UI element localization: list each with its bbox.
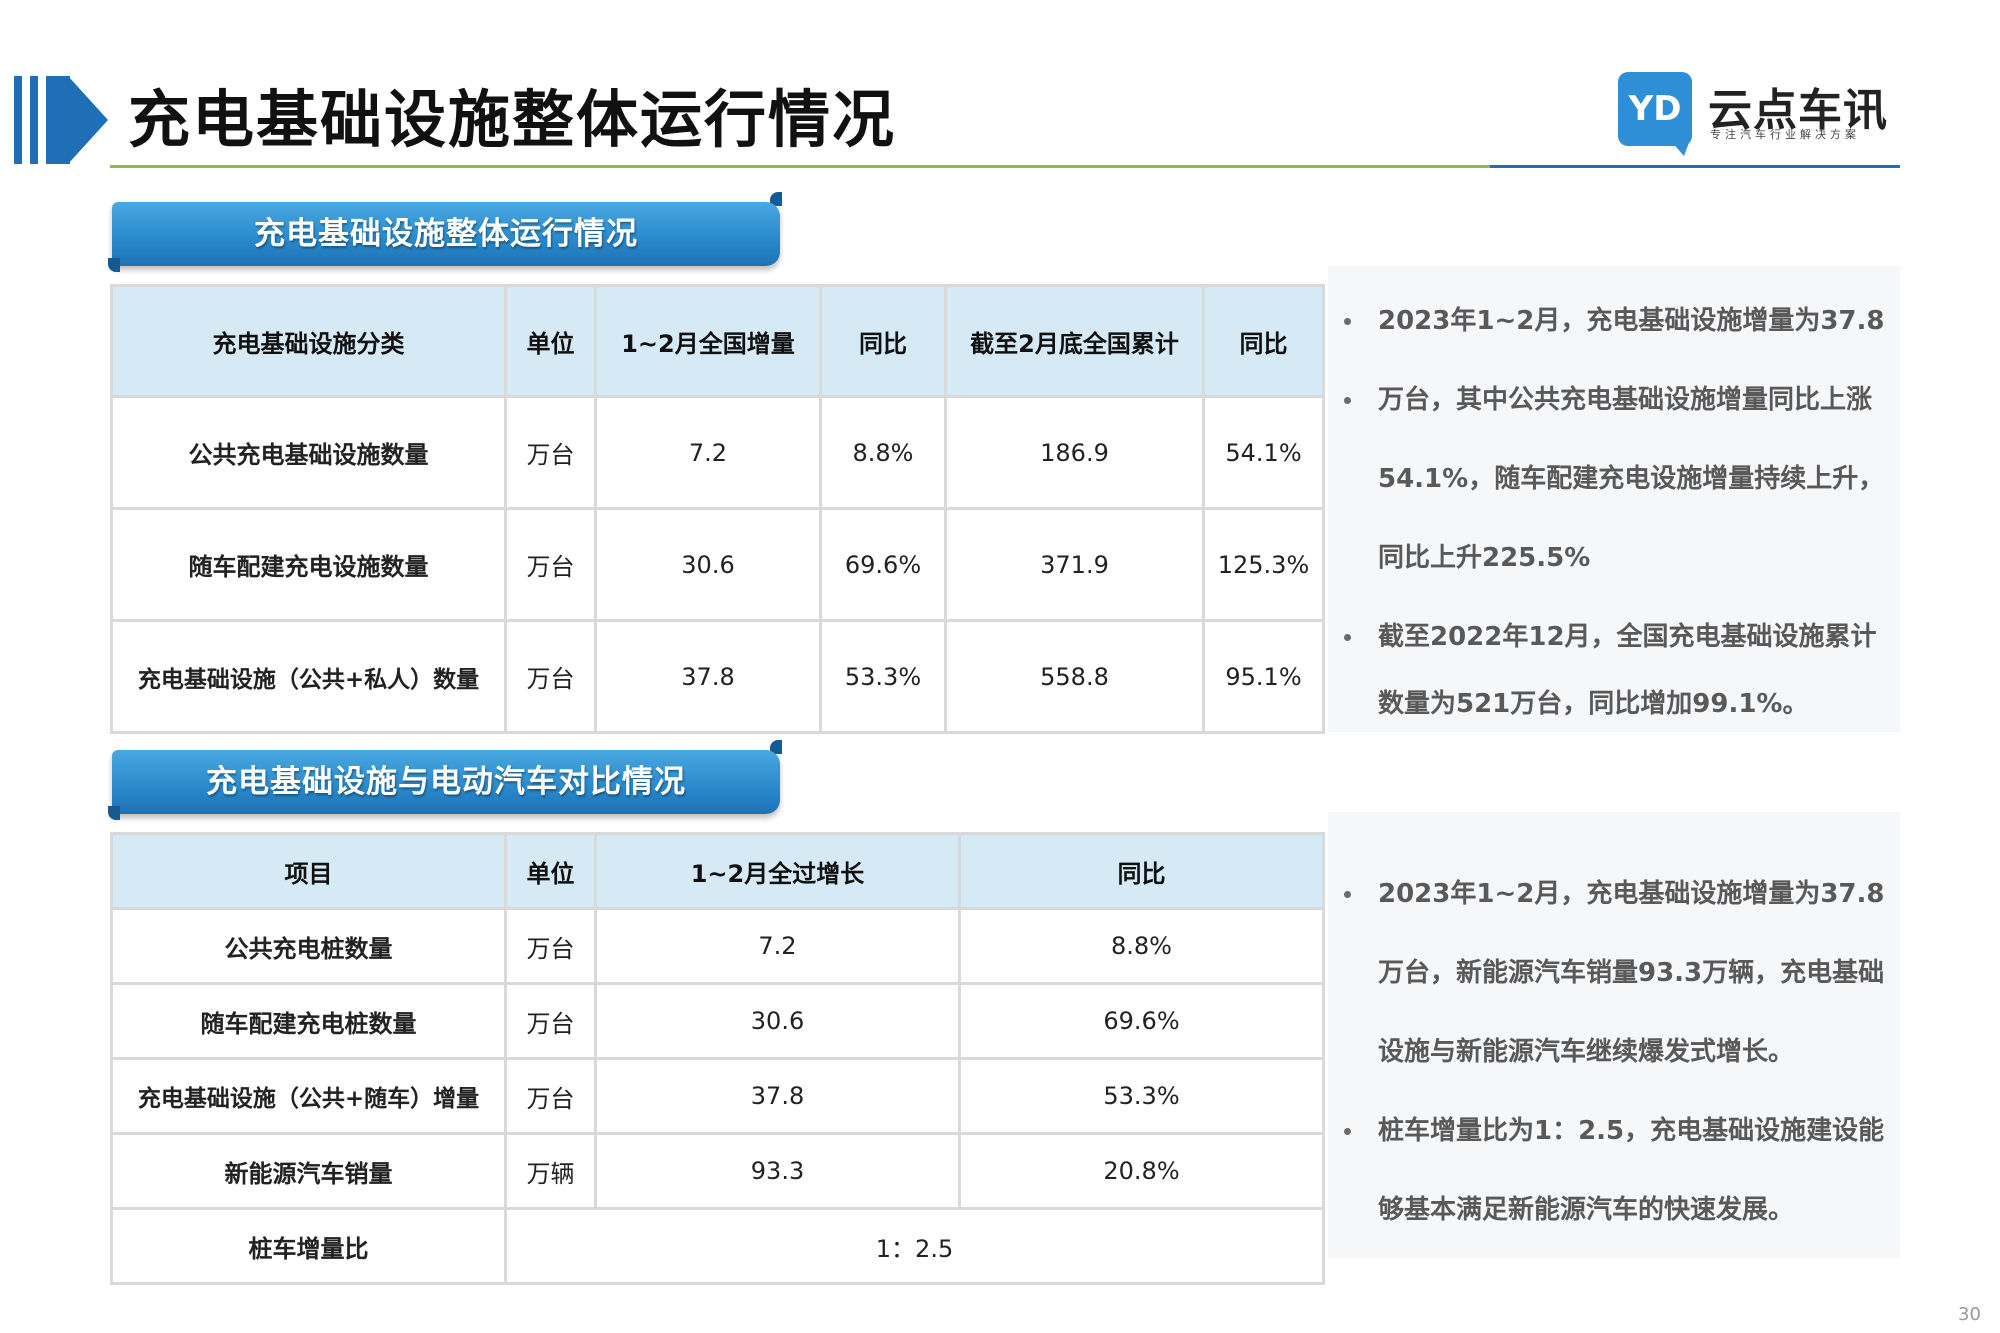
note-line: 设施与新能源汽车继续爆发式增长。 xyxy=(1378,1037,1795,1067)
table-cell: 95.1% xyxy=(1202,619,1325,734)
table-cell: 186.9 xyxy=(944,395,1205,510)
column-header: 截至2月底全国累计 xyxy=(944,284,1205,398)
note-line: 2023年1~2月，充电基础设施增量为37.8 xyxy=(1378,306,1885,336)
table-cell: 公共充电桩数量 xyxy=(110,907,507,985)
table-cell: 54.1% xyxy=(1202,395,1325,510)
table-cell: 20.8% xyxy=(958,1132,1325,1210)
table-cell: 万台 xyxy=(504,395,597,510)
note-line: 万台，其中公共充电基础设施增量同比上涨 xyxy=(1378,385,1873,415)
table-cell: 万台 xyxy=(504,1057,597,1135)
logo-icon: YD xyxy=(1618,72,1692,146)
header-bar-1 xyxy=(14,76,22,164)
table-cell: 随车配建充电设施数量 xyxy=(110,507,507,622)
table-cell: 公共充电基础设施数量 xyxy=(110,395,507,510)
table-cell: 万台 xyxy=(504,507,597,622)
table-cell: 93.3 xyxy=(594,1132,961,1210)
bullet-dot xyxy=(1344,891,1351,898)
note-line: 2023年1~2月，充电基础设施增量为37.8 xyxy=(1378,879,1885,909)
header-arrow-body xyxy=(46,76,70,164)
note-line: 万台，新能源汽车销量93.3万辆，充电基础 xyxy=(1378,958,1885,988)
ribbon-curl xyxy=(770,740,782,754)
ribbon-curl xyxy=(770,192,782,206)
infrastructure-table: 充电基础设施分类 单位 1~2月全国增量 同比 截至2月底全国累计 同比 公共充… xyxy=(110,284,1325,734)
table-cell: 125.3% xyxy=(1202,507,1325,622)
table-cell: 万台 xyxy=(504,907,597,985)
table-row: 随车配建充电桩数量 万台 30.6 69.6% xyxy=(110,982,1325,1060)
bullet-dot xyxy=(1344,634,1351,641)
table-cell: 37.8 xyxy=(594,619,822,734)
table-header-row: 项目 单位 1~2月全过增长 同比 xyxy=(110,832,1325,910)
table-cell: 1：2.5 xyxy=(504,1207,1325,1285)
page-number: 30 xyxy=(1958,1304,1981,1325)
column-header: 1~2月全国增量 xyxy=(594,284,822,398)
table-cell: 30.6 xyxy=(594,507,822,622)
logo-tail xyxy=(1670,140,1690,156)
table-cell: 558.8 xyxy=(944,619,1205,734)
table-cell: 7.2 xyxy=(594,395,822,510)
bullet-dot xyxy=(1344,397,1351,404)
table-cell: 随车配建充电桩数量 xyxy=(110,982,507,1060)
table-cell: 万台 xyxy=(504,982,597,1060)
logo-slogan: 专注汽车行业解决方案 xyxy=(1710,128,1860,141)
note-line: 截至2022年12月，全国充电基础设施累计 xyxy=(1378,622,1877,652)
header-bar-2 xyxy=(30,76,38,164)
ribbon-curl xyxy=(108,806,120,820)
logo-name: 云点车讯 xyxy=(1708,85,1888,136)
note-line: 同比上升225.5% xyxy=(1378,543,1591,573)
table-cell: 新能源汽车销量 xyxy=(110,1132,507,1210)
column-header: 充电基础设施分类 xyxy=(110,284,507,398)
table-row: 公共充电桩数量 万台 7.2 8.8% xyxy=(110,907,1325,985)
table-cell: 充电基础设施（公共+随车）增量 xyxy=(110,1057,507,1135)
section2-ribbon: 充电基础设施与电动汽车对比情况 xyxy=(112,750,780,814)
bullet-dot xyxy=(1344,318,1351,325)
table-cell: 69.6% xyxy=(819,507,947,622)
table-cell: 30.6 xyxy=(594,982,961,1060)
bullet-dot xyxy=(1344,1128,1351,1135)
table-cell: 69.6% xyxy=(958,982,1325,1060)
header-divider-accent xyxy=(1490,165,1900,168)
section1-notes-panel xyxy=(1328,266,1900,732)
comparison-table: 项目 单位 1~2月全过增长 同比 公共充电桩数量 万台 7.2 8.8% 随车… xyxy=(110,832,1325,1285)
section2-notes-panel xyxy=(1328,812,1900,1258)
header-arrow-icon xyxy=(68,76,108,164)
note-line: 54.1%，随车配建充电设施增量持续上升， xyxy=(1378,464,1885,494)
table-cell: 53.3% xyxy=(819,619,947,734)
table-row: 桩车增量比 1：2.5 xyxy=(110,1207,1325,1285)
note-line: 桩车增量比为1：2.5，充电基础设施建设能 xyxy=(1378,1116,1885,1146)
column-header: 单位 xyxy=(504,832,597,910)
column-header: 单位 xyxy=(504,284,597,398)
table-row: 新能源汽车销量 万辆 93.3 20.8% xyxy=(110,1132,1325,1210)
column-header: 项目 xyxy=(110,832,507,910)
table-row: 充电基础设施（公共+随车）增量 万台 37.8 53.3% xyxy=(110,1057,1325,1135)
table-cell: 万辆 xyxy=(504,1132,597,1210)
table-cell: 37.8 xyxy=(594,1057,961,1135)
column-header: 同比 xyxy=(819,284,947,398)
note-line: 数量为521万台，同比增加99.1%。 xyxy=(1378,689,1809,719)
note-line: 够基本满足新能源汽车的快速发展。 xyxy=(1378,1195,1795,1225)
section1-ribbon: 充电基础设施整体运行情况 xyxy=(112,202,780,266)
table-cell: 桩车增量比 xyxy=(110,1207,507,1285)
table-cell: 8.8% xyxy=(819,395,947,510)
table-cell: 充电基础设施（公共+私人）数量 xyxy=(110,619,507,734)
header-divider xyxy=(110,165,1490,168)
table-cell: 7.2 xyxy=(594,907,961,985)
table-cell: 53.3% xyxy=(958,1057,1325,1135)
ribbon-curl xyxy=(108,258,120,272)
table-header-row: 充电基础设施分类 单位 1~2月全国增量 同比 截至2月底全国累计 同比 xyxy=(110,284,1325,398)
column-header: 1~2月全过增长 xyxy=(594,832,961,910)
table-row: 公共充电基础设施数量 万台 7.2 8.8% 186.9 54.1% xyxy=(110,395,1325,510)
table-row: 随车配建充电设施数量 万台 30.6 69.6% 371.9 125.3% xyxy=(110,507,1325,622)
table-cell: 371.9 xyxy=(944,507,1205,622)
column-header: 同比 xyxy=(1202,284,1325,398)
page-title: 充电基础设施整体运行情况 xyxy=(128,83,897,156)
table-cell: 万台 xyxy=(504,619,597,734)
table-cell: 8.8% xyxy=(958,907,1325,985)
column-header: 同比 xyxy=(958,832,1325,910)
table-row: 充电基础设施（公共+私人）数量 万台 37.8 53.3% 558.8 95.1… xyxy=(110,619,1325,734)
